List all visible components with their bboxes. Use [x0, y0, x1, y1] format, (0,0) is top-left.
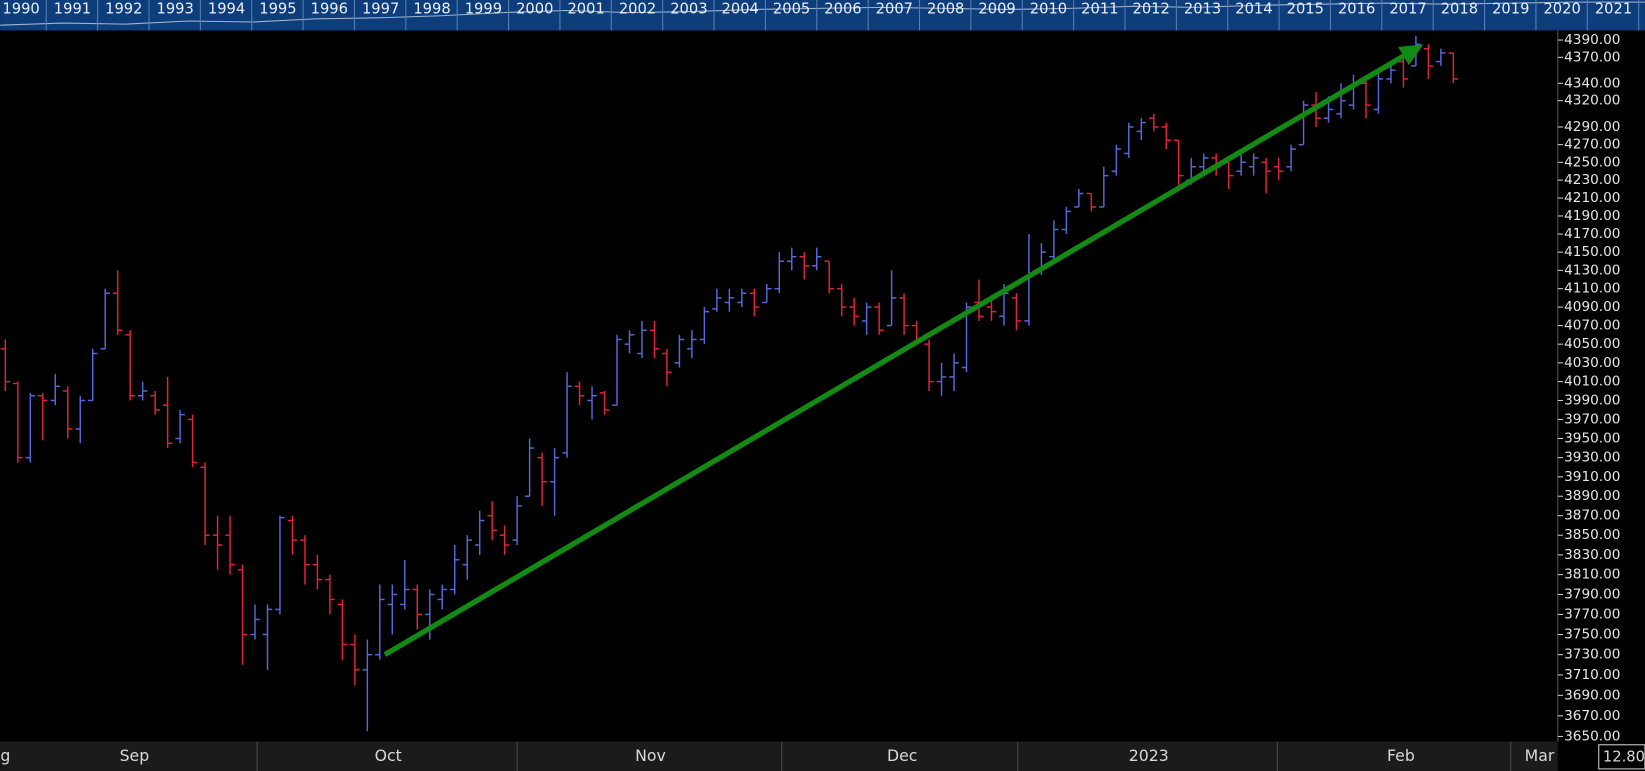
x-tick-label: Mar: [1525, 746, 1555, 765]
y-tick-label: 4370.00: [1564, 49, 1620, 65]
y-tick-label: 3730.00: [1564, 647, 1620, 663]
y-tick-label: 3970.00: [1564, 411, 1620, 427]
y-tick-label: 3770.00: [1564, 606, 1620, 622]
navigator-year: 1995: [259, 0, 296, 17]
trend-arrow-head: [1398, 44, 1424, 66]
y-tick-label: 4210.00: [1564, 190, 1620, 206]
navigator-year: 2015: [1287, 0, 1324, 17]
navigator-year: 2009: [978, 0, 1015, 17]
y-tick-label: 3710.00: [1564, 667, 1620, 683]
y-tick-label: 3690.00: [1564, 687, 1620, 703]
navigator-year: 2019: [1492, 0, 1529, 17]
y-tick-label: 4290.00: [1564, 119, 1620, 135]
x-tick-label: g: [0, 746, 10, 765]
navigator-year: 1992: [105, 0, 142, 17]
y-tick-label: 4030.00: [1564, 355, 1620, 371]
y-tick-label: 4070.00: [1564, 318, 1620, 334]
x-tick-label: 2023: [1129, 746, 1169, 765]
navigator-year: 2020: [1543, 0, 1580, 17]
navigator-bar[interactable]: [0, 0, 1645, 31]
x-tick-label: Sep: [120, 746, 150, 765]
y-tick-label: 3810.00: [1564, 567, 1620, 583]
y-tick-label: 4190.00: [1564, 208, 1620, 224]
y-tick-label: 4170.00: [1564, 226, 1620, 242]
y-tick-label: 4130.00: [1564, 262, 1620, 278]
y-tick-label: 3870.00: [1564, 508, 1620, 524]
navigator-year: 2007: [876, 0, 913, 17]
x-tick-label: Oct: [375, 746, 402, 765]
navigator-year: 2003: [670, 0, 707, 17]
navigator-year: 2021: [1595, 0, 1632, 17]
navigator-year: 1994: [208, 0, 245, 17]
navigator-year: 2008: [927, 0, 964, 17]
navigator-year: 1996: [311, 0, 348, 17]
navigator-year: 1993: [157, 0, 194, 17]
navigator-year: 2004: [722, 0, 759, 17]
x-axis-bar: [0, 741, 1558, 771]
x-tick-label: Dec: [887, 746, 917, 765]
y-tick-label: 4110.00: [1564, 281, 1620, 297]
y-tick-label: 4230.00: [1564, 172, 1620, 188]
navigator-year: 2005: [773, 0, 810, 17]
navigator-year: 2000: [516, 0, 553, 17]
navigator-year: 1997: [362, 0, 399, 17]
navigator-year: 2011: [1081, 0, 1118, 17]
y-tick-label: 3670.00: [1564, 708, 1620, 724]
y-tick-label: 3850.00: [1564, 527, 1620, 543]
navigator-year: 2012: [1133, 0, 1170, 17]
y-tick-label: 3910.00: [1564, 469, 1620, 485]
y-tick-label: 4150.00: [1564, 244, 1620, 260]
y-tick-label: 4390.00: [1564, 32, 1620, 48]
y-tick-label: 4010.00: [1564, 374, 1620, 390]
y-tick-label: 4050.00: [1564, 336, 1620, 352]
y-tick-label: 3750.00: [1564, 626, 1620, 642]
x-tick-label: Feb: [1387, 746, 1415, 765]
x-tick-label: Nov: [635, 746, 666, 765]
navigator-year: 1998: [413, 0, 450, 17]
y-tick-label: 3890.00: [1564, 488, 1620, 504]
y-tick-label: 4340.00: [1564, 75, 1620, 91]
navigator-year: 2018: [1441, 0, 1478, 17]
navigator-year: 1999: [465, 0, 502, 17]
navigator-year: 1991: [54, 0, 91, 17]
navigator-year: 2010: [1030, 0, 1067, 17]
y-tick-label: 3950.00: [1564, 430, 1620, 446]
navigator-year: 2016: [1338, 0, 1375, 17]
y-tick-label: 4270.00: [1564, 137, 1620, 153]
y-tick-label: 4250.00: [1564, 154, 1620, 170]
y-tick-label: 3650.00: [1564, 728, 1620, 744]
navigator-year: 1990: [2, 0, 39, 17]
y-tick-label: 4090.00: [1564, 299, 1620, 315]
navigator-year: 2014: [1235, 0, 1272, 17]
y-tick-label: 4320.00: [1564, 93, 1620, 109]
price-box-label: 12.80: [1603, 748, 1645, 765]
navigator-year: 2006: [824, 0, 861, 17]
navigator-year: 2001: [567, 0, 604, 17]
trend-arrow: [383, 53, 1405, 657]
y-tick-label: 3990.00: [1564, 392, 1620, 408]
navigator-year: 2013: [1184, 0, 1221, 17]
y-axis-bar: [1557, 30, 1645, 771]
navigator-line: [0, 1, 1645, 26]
y-tick-label: 3830.00: [1564, 547, 1620, 563]
y-tick-label: 3930.00: [1564, 450, 1620, 466]
y-tick-label: 3790.00: [1564, 586, 1620, 602]
navigator-year: 2002: [619, 0, 656, 17]
navigator-year: 2017: [1389, 0, 1426, 17]
